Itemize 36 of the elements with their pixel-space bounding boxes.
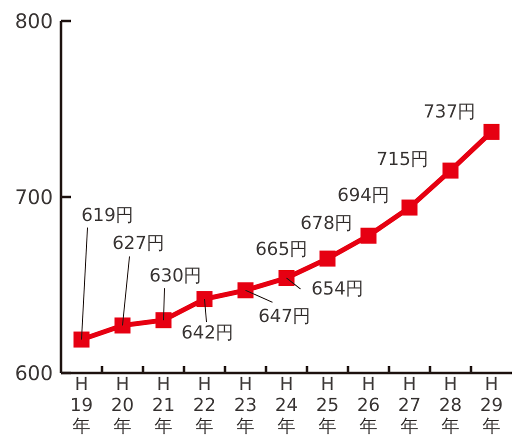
x-tick-label: H 19 年	[70, 374, 93, 437]
data-label: 619円	[81, 205, 134, 226]
data-label: 665円	[255, 239, 308, 260]
x-tick-label: H 29 年	[480, 374, 503, 437]
point	[114, 317, 130, 334]
x-tick-label: H 25 年	[316, 374, 339, 437]
point	[442, 162, 458, 179]
data-label: 654円	[311, 278, 364, 300]
point	[278, 270, 294, 286]
point	[360, 228, 376, 244]
data-label: 715円	[376, 149, 429, 170]
x-tick-label: H 23 年	[234, 374, 257, 437]
y-tick-label: 600	[14, 361, 53, 385]
data-label: 737円	[423, 101, 476, 122]
y-tick-label: 800	[14, 9, 53, 33]
x-tick-label: H 20 年	[111, 374, 134, 437]
point	[320, 250, 336, 267]
x-tick-label: H 22 年	[193, 374, 216, 437]
y-tick-label: 700	[14, 185, 53, 209]
data-label: 694円	[337, 185, 390, 206]
data-label: 630円	[149, 266, 202, 287]
point	[238, 282, 254, 298]
point	[402, 200, 418, 216]
point	[484, 124, 500, 140]
x-tick-label: H 24 年	[275, 374, 298, 437]
data-label: 627円	[112, 232, 165, 254]
data-label: 647円	[258, 306, 311, 327]
point	[74, 332, 90, 348]
point	[156, 312, 172, 328]
data-label: 642円	[181, 322, 234, 344]
point	[196, 291, 212, 308]
x-tick-label: H 28 年	[439, 374, 462, 437]
x-tick-label: H 26 年	[357, 374, 380, 437]
data-label: 678円	[300, 213, 353, 234]
x-tick-label: H 27 年	[398, 374, 421, 437]
x-tick-label: H 21 年	[152, 374, 175, 437]
